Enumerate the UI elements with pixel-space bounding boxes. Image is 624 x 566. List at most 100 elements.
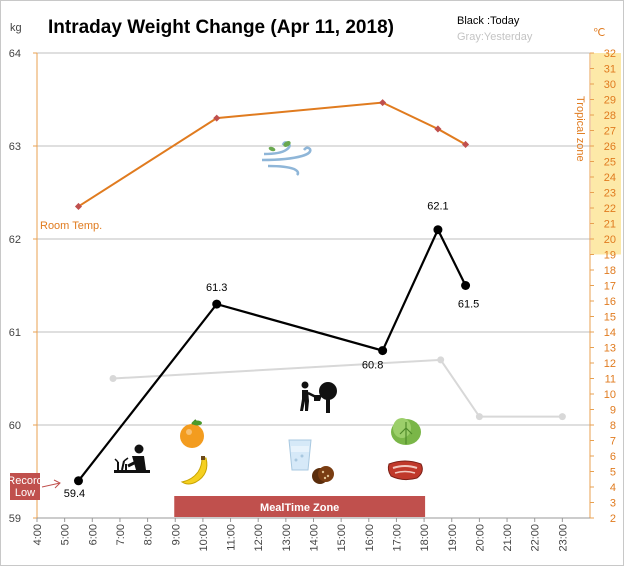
right-axis-unit: ℃: [593, 27, 605, 39]
left-tick-label: 60: [9, 420, 21, 432]
right-tick-label: 11: [605, 374, 616, 386]
room-temp-label: Room Temp.: [40, 220, 102, 232]
x-axis-ticks: 4:00 5:00 6:00 7:00 8:00 9:00 10:00 11:00 12:00 1…: [32, 518, 569, 552]
lettuce-icon: [391, 418, 421, 445]
series-line: [112, 358, 563, 418]
x-tick-label: 22:00: [530, 524, 542, 552]
data-point: [475, 413, 483, 421]
x-tick-label: 10:00: [198, 524, 210, 552]
right-tick-label: 22: [604, 203, 616, 215]
data-label: 61.3: [206, 282, 227, 294]
data-point: [437, 356, 445, 364]
banana-icon: [180, 456, 208, 485]
right-tick-label: 27: [604, 126, 616, 138]
legend-today: Black :Today: [457, 15, 520, 27]
x-tick-label: 21:00: [502, 524, 514, 552]
right-tick-label: 4: [610, 482, 616, 494]
record-low-arrowhead: [53, 479, 61, 489]
data-point: [379, 99, 387, 107]
data-point: [434, 125, 442, 133]
right-tick-label: 8: [610, 420, 616, 432]
steak-icon: [387, 460, 423, 481]
data-point: [74, 202, 83, 210]
data-point: [462, 140, 470, 148]
record-low-box: [10, 473, 40, 500]
series-today: 59.4 61.3 60.8 62.1 61.5: [64, 201, 480, 500]
right-tick-label: 21: [604, 219, 616, 231]
record-low-arrow: [41, 482, 61, 488]
right-tick-label: 14: [604, 327, 616, 339]
right-tick-label: 2: [610, 513, 616, 525]
right-tick-label: 17: [604, 281, 616, 293]
orange-icon: [180, 419, 204, 448]
water-glass-icon: [288, 439, 312, 471]
tropical-zone-label: Tropical zone: [574, 96, 586, 162]
right-tick-label: 15: [604, 312, 616, 324]
x-tick-label: 7:00: [115, 524, 127, 545]
data-label: 59.4: [64, 488, 85, 500]
right-tick-label: 28: [604, 110, 616, 122]
x-tick-label: 23:00: [557, 524, 569, 552]
x-tick-label: 17:00: [391, 524, 403, 552]
right-tick-label: 16: [604, 296, 616, 308]
data-point: [558, 413, 566, 421]
right-tick-label: 6: [610, 451, 616, 463]
left-tick-label: 64: [9, 48, 21, 60]
farmer-icon: [114, 444, 150, 473]
left-axis-unit: kg: [10, 22, 22, 34]
data-point: [73, 476, 83, 486]
data-point: [378, 346, 388, 356]
right-tick-label: 12: [604, 358, 616, 370]
right-axis-ticks: 2345678910111213141516171819202122232425…: [590, 48, 616, 525]
x-tick-label: 5:00: [60, 524, 72, 545]
x-tick-label: 8:00: [143, 524, 155, 545]
right-tick-label: 7: [610, 436, 616, 448]
right-tick-label: 20: [604, 234, 616, 246]
wind-icon: [261, 141, 312, 176]
data-point: [109, 375, 117, 382]
x-tick-label: 11:00: [226, 524, 238, 551]
x-tick-label: 6:00: [87, 524, 99, 545]
data-label: 60.8: [362, 360, 383, 372]
data-point: [433, 225, 443, 235]
right-tick-label: 18: [604, 265, 616, 277]
data-point: [212, 299, 222, 309]
right-tick-label: 13: [604, 343, 616, 355]
right-tick-label: 29: [604, 95, 616, 107]
data-point: [213, 114, 221, 122]
legend-yesterday: Gray:Yesterday: [457, 31, 533, 43]
right-tick-label: 23: [604, 188, 616, 200]
record-low-label-line1: Record: [7, 475, 42, 487]
data-point: [461, 281, 471, 290]
right-tick-label: 32: [604, 48, 616, 60]
record-low-label-line2: Low: [15, 487, 35, 499]
left-tick-label: 59: [9, 513, 21, 525]
left-tick-label: 63: [9, 141, 21, 153]
right-tick-label: 26: [604, 141, 616, 153]
right-tick-label: 31: [604, 64, 616, 76]
x-tick-label: 9:00: [170, 524, 182, 545]
tropical-zone-band: [591, 53, 621, 255]
right-tick-label: 5: [610, 467, 616, 479]
cookies-icon: [312, 466, 334, 484]
left-tick-label: 62: [9, 234, 21, 246]
chart-title: Intraday Weight Change (Apr 11, 2018): [48, 17, 394, 38]
right-tick-label: 19: [604, 250, 616, 262]
left-axis-ticks: 59 60 61 62 63 64: [9, 48, 37, 525]
right-tick-label: 24: [604, 172, 616, 184]
right-tick-label: 9: [610, 405, 616, 417]
gardener-icon: [300, 381, 337, 413]
x-tick-label: 15:00: [336, 524, 348, 552]
x-tick-label: 12:00: [253, 524, 265, 552]
meal-time-zone-bar: [174, 496, 426, 517]
right-tick-label: 25: [604, 157, 616, 169]
series-yesterday: [109, 356, 566, 421]
x-tick-label: 16:00: [364, 524, 376, 552]
data-label: 61.5: [458, 299, 479, 311]
series-room-temp: [74, 99, 470, 210]
right-tick-label: 30: [604, 79, 616, 91]
right-tick-label: 3: [610, 498, 616, 510]
x-tick-label: 14:00: [309, 524, 321, 552]
left-tick-label: 61: [9, 327, 21, 339]
